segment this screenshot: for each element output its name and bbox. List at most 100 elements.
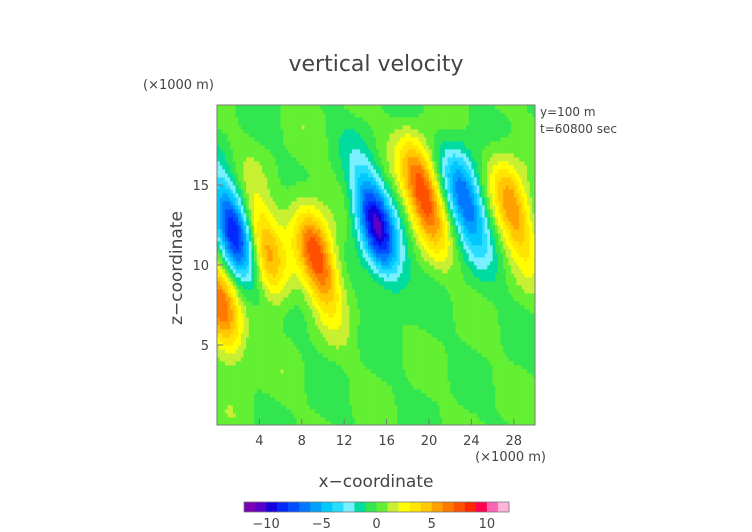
field-cell [468, 357, 472, 362]
field-cell [354, 381, 358, 386]
field-cell [455, 369, 459, 374]
field-cell [323, 369, 327, 374]
field-cell [315, 297, 319, 302]
field-cell [267, 413, 271, 418]
field-cell [407, 341, 411, 346]
field-cell [267, 277, 271, 282]
field-cell [513, 305, 517, 310]
field-cell [256, 405, 260, 410]
field-cell [492, 393, 496, 398]
field-cell [360, 321, 364, 326]
field-cell [217, 333, 221, 338]
field-cell [301, 381, 305, 386]
field-cell [413, 377, 417, 382]
field-cell [288, 413, 292, 418]
field-cell [519, 417, 523, 422]
field-cell [521, 301, 525, 306]
field-cell [272, 285, 276, 290]
field-cell [354, 309, 358, 314]
field-cell [468, 309, 472, 314]
field-cell [254, 397, 258, 402]
field-cell [386, 325, 390, 330]
field-cell [487, 301, 491, 306]
field-cell [362, 289, 366, 294]
field-cell [296, 261, 300, 266]
field-cell [519, 305, 523, 310]
field-cell [368, 401, 372, 406]
field-cell [415, 373, 419, 378]
field-cell [288, 313, 292, 318]
field-cell [378, 337, 382, 342]
field-cell [492, 261, 496, 266]
field-cell [344, 405, 348, 410]
field-cell [397, 353, 401, 358]
field-cell [368, 285, 372, 290]
field-cell [323, 413, 327, 418]
field-cell [423, 277, 427, 282]
field-cell [529, 281, 533, 286]
field-cell [444, 309, 448, 314]
field-cell [410, 313, 414, 318]
field-cell [484, 381, 488, 386]
field-cell [386, 421, 390, 426]
field-cell [291, 309, 295, 314]
field-cell [317, 273, 321, 278]
field-cell [275, 353, 279, 358]
field-cell [365, 393, 369, 398]
field-cell [452, 305, 456, 310]
field-cell [495, 273, 499, 278]
field-cell [394, 393, 398, 398]
field-cell [309, 289, 313, 294]
field-cell [224, 341, 228, 346]
field-cell [376, 385, 380, 390]
field-cell [468, 373, 472, 378]
field-cell [285, 277, 289, 282]
field-cell [312, 313, 316, 318]
field-cell [460, 329, 464, 334]
field-cell [360, 301, 364, 306]
field-cell [376, 257, 380, 262]
field-cell [333, 321, 337, 326]
field-cell [519, 317, 523, 322]
field-cell [474, 373, 478, 378]
field-cell [497, 377, 501, 382]
field-cell [487, 277, 491, 282]
field-cell [429, 381, 433, 386]
field-cell [277, 301, 281, 306]
field-cell [370, 261, 374, 266]
field-cell [497, 337, 501, 342]
field-cell [357, 289, 361, 294]
field-cell [330, 409, 334, 414]
field-cell [232, 309, 236, 314]
field-cell [357, 345, 361, 350]
field-cell [434, 361, 438, 366]
field-cell [466, 289, 470, 294]
field-cell [235, 269, 239, 274]
field-cell [368, 297, 372, 302]
field-cell [511, 349, 515, 354]
field-cell [415, 409, 419, 414]
field-cell [410, 397, 414, 402]
field-cell [487, 389, 491, 394]
field-cell [262, 289, 266, 294]
field-cell [442, 289, 446, 294]
field-cell [251, 409, 255, 414]
field-cell [474, 385, 478, 390]
field-cell [277, 273, 281, 278]
field-cell [482, 289, 486, 294]
field-cell [394, 405, 398, 410]
field-cell [365, 329, 369, 334]
field-cell [256, 321, 260, 326]
field-cell [299, 397, 303, 402]
field-cell [386, 361, 390, 366]
field-cell [503, 277, 507, 282]
field-cell [373, 365, 377, 370]
field-cell [468, 421, 472, 426]
field-cell [455, 301, 459, 306]
field-cell [344, 325, 348, 330]
field-cell [246, 361, 250, 366]
field-cell [248, 353, 252, 358]
field-cell [429, 357, 433, 362]
field-cell [293, 289, 297, 294]
field-cell [291, 417, 295, 422]
